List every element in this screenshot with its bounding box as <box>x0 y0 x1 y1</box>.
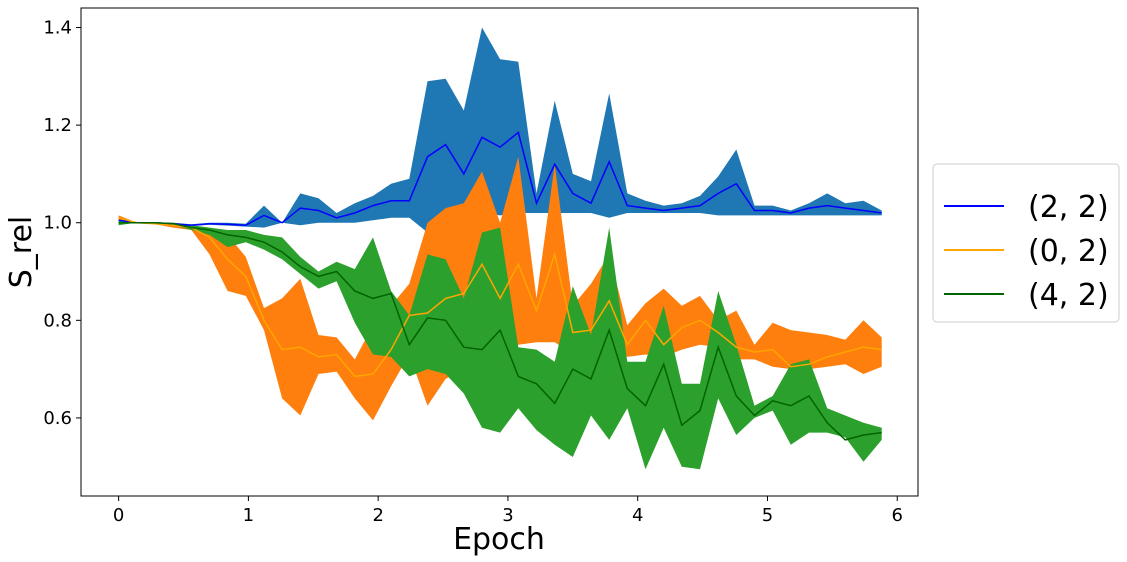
legend-label-1: (2, 2) <box>1028 190 1109 225</box>
y-tick-label: 0.6 <box>43 408 72 429</box>
line-series-2 <box>118 217 882 378</box>
y-tick-label: 1.4 <box>43 18 72 39</box>
x-axis-ticks: 0 1 2 3 4 5 6 <box>113 496 903 526</box>
x-tick-label: 3 <box>502 505 513 526</box>
line-series-1 <box>118 131 882 226</box>
x-tick-label: 4 <box>632 505 643 526</box>
x-tick-label: 2 <box>372 505 383 526</box>
y-axis-title: S_rel <box>4 216 39 289</box>
y-tick-label: 1.2 <box>43 115 72 136</box>
confidence-bands <box>118 27 882 470</box>
legend-frame <box>932 163 1120 323</box>
line-series-3 <box>118 221 882 441</box>
band-series-1 <box>118 27 882 233</box>
y-axis-ticks: 0.6 0.8 1.0 1.2 1.4 <box>43 18 81 429</box>
x-tick-label: 1 <box>243 505 254 526</box>
series-lines <box>118 131 882 441</box>
x-tick-label: 6 <box>892 505 903 526</box>
band-series-3 <box>118 220 882 470</box>
x-tick-label: 5 <box>762 505 773 526</box>
y-tick-label: 0.8 <box>43 310 72 331</box>
x-tick-label: 0 <box>113 505 124 526</box>
plot-frame <box>80 7 919 497</box>
y-tick-label: 1.0 <box>43 213 72 234</box>
legend-label-2: (0, 2) <box>1028 234 1109 269</box>
x-axis-title: Epoch <box>453 522 545 557</box>
legend: (2, 2) (0, 2) (4, 2) <box>932 163 1120 323</box>
legend-label-3: (4, 2) <box>1028 278 1109 313</box>
